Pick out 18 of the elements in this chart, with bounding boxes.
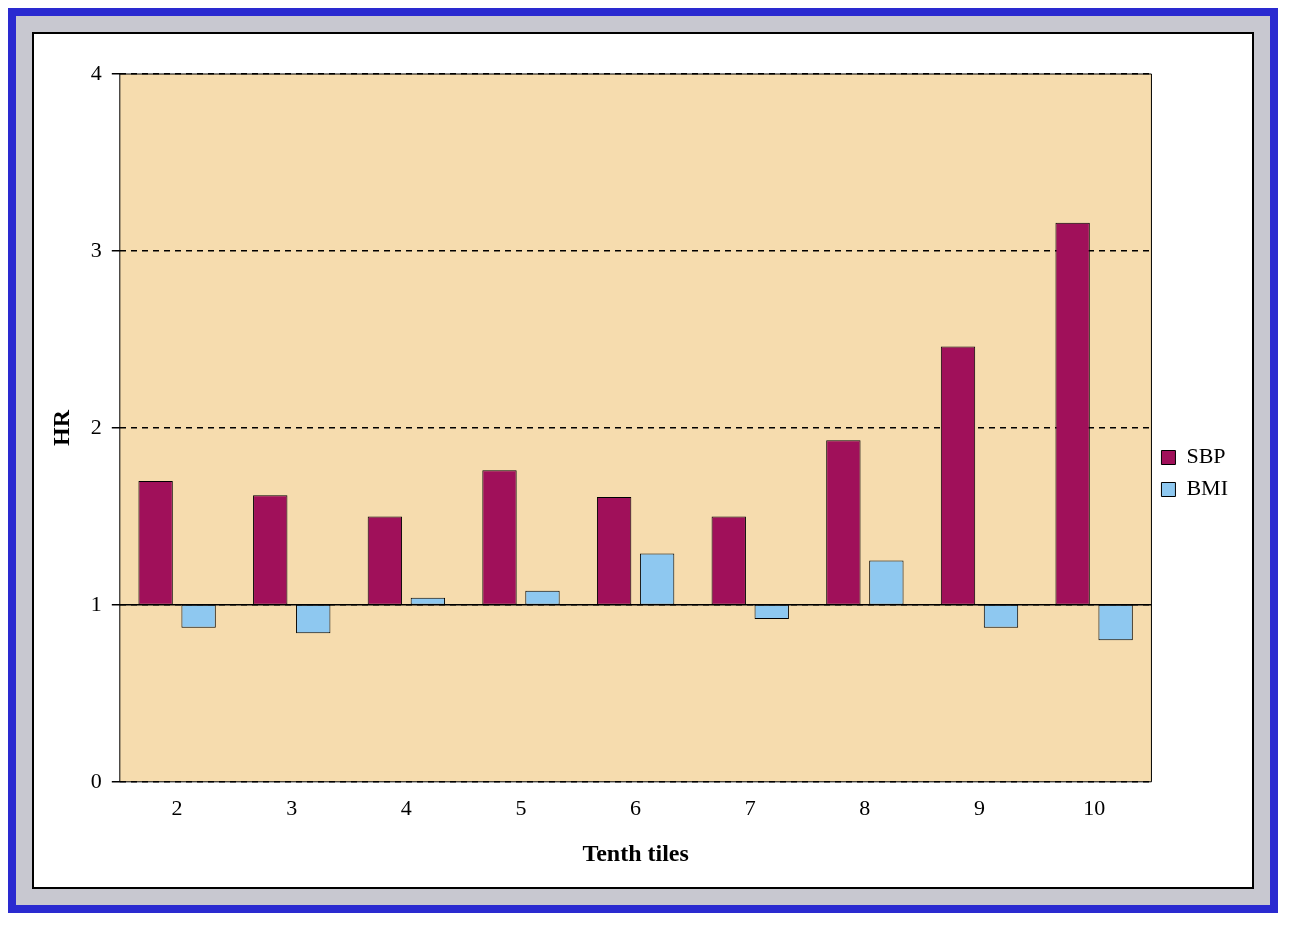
x-tick-label: 2 — [171, 794, 183, 820]
legend-label: BMI — [1186, 475, 1228, 501]
legend-label: SBP — [1186, 443, 1226, 469]
x-tick-label: 3 — [286, 794, 298, 820]
y-tick-label: 2 — [90, 413, 102, 439]
y-tick-label: 3 — [90, 236, 102, 262]
x-tick-label: 7 — [744, 794, 756, 820]
x-axis-title: Tenth tiles — [582, 839, 689, 866]
x-tick-label: 4 — [400, 794, 412, 820]
x-tick-label: 9 — [974, 794, 985, 820]
x-tick-label: 5 — [515, 794, 527, 820]
y-axis-title: HR — [47, 409, 74, 446]
y-tick-label: 4 — [90, 59, 102, 85]
y-tick-label: 1 — [90, 590, 102, 616]
x-tick-label: 6 — [630, 794, 642, 820]
x-tick-label: 8 — [859, 794, 871, 820]
x-tick-label: 10 — [1083, 794, 1106, 820]
y-tick-label: 0 — [90, 767, 102, 793]
